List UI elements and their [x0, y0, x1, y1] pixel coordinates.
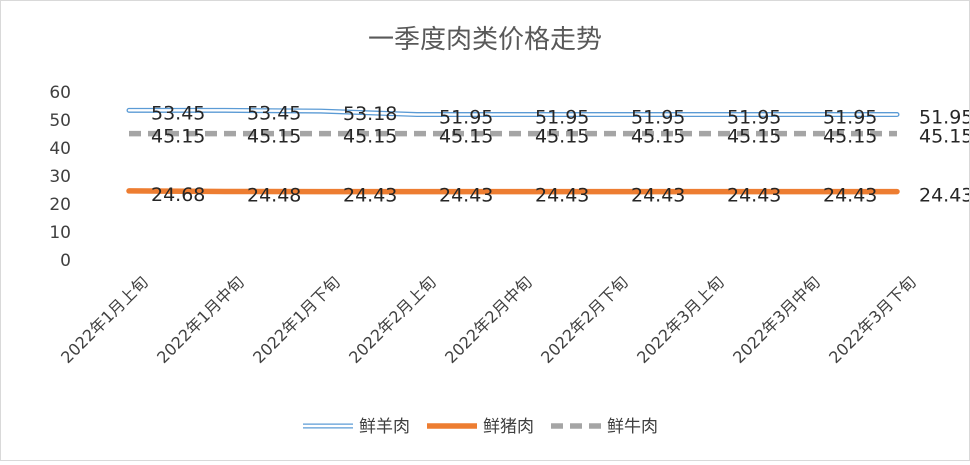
- legend-label: 鲜猪肉: [483, 417, 534, 437]
- data-label: 45.15: [439, 126, 493, 148]
- data-label: 24.43: [823, 185, 877, 207]
- data-label: 51.95: [535, 107, 589, 129]
- y-tick-label: 50: [49, 111, 71, 131]
- series-2: [126, 188, 900, 195]
- x-tick-label: 2022年2月下旬: [537, 272, 632, 367]
- data-label: 53.45: [247, 102, 301, 124]
- data-label: 24.43: [439, 185, 493, 207]
- data-label: 24.43: [727, 185, 781, 207]
- x-tick-label: 2022年3月中旬: [729, 272, 824, 367]
- series-layer: [126, 107, 900, 195]
- x-tick-label: 2022年1月上旬: [57, 272, 152, 367]
- data-label: 53.18: [343, 103, 397, 125]
- data-label: 45.15: [343, 126, 397, 148]
- data-label: 24.43: [343, 185, 397, 207]
- y-tick-label: 10: [49, 223, 71, 243]
- y-axis: 0 10 20 30 40 50 60: [49, 83, 71, 271]
- data-label: 45.15: [823, 126, 877, 148]
- series-line: [126, 188, 900, 195]
- data-label: 24.43: [919, 185, 969, 207]
- data-label: 51.95: [919, 107, 969, 129]
- data-label: 53.45: [151, 102, 205, 124]
- legend-label: 鲜牛肉: [607, 417, 658, 437]
- data-label: 45.15: [919, 126, 969, 148]
- x-tick-label: 2022年3月下旬: [825, 272, 920, 367]
- data-label: 45.15: [535, 126, 589, 148]
- legend-item-3: 鲜牛肉: [551, 417, 658, 437]
- x-tick-label: 2022年3月上旬: [633, 272, 728, 367]
- x-tick-label: 2022年2月上旬: [345, 272, 440, 367]
- series-1: [126, 107, 900, 118]
- data-label: 45.15: [631, 126, 685, 148]
- data-label: 51.95: [823, 107, 877, 129]
- data-label: 51.95: [439, 107, 493, 129]
- y-tick-label: 0: [60, 251, 71, 271]
- data-label: 45.15: [727, 126, 781, 148]
- y-tick-label: 60: [49, 83, 71, 103]
- x-tick-label: 2022年1月下旬: [249, 272, 344, 367]
- data-label: 24.43: [631, 185, 685, 207]
- chart-title: 一季度肉类价格走势: [368, 25, 602, 55]
- legend: 鲜羊肉 鲜猪肉 鲜牛肉: [303, 417, 658, 437]
- data-label: 51.95: [727, 107, 781, 129]
- data-label: 51.95: [631, 107, 685, 129]
- legend-label: 鲜羊肉: [359, 417, 410, 437]
- data-labels: 53.45 53.45 53.18 51.95 51.95 51.95 51.95 51.95…: [151, 102, 970, 207]
- legend-item-1: 鲜羊肉: [303, 417, 410, 437]
- data-label: 24.68: [151, 184, 205, 206]
- x-axis: 2022年1月上旬 2022年1月中旬 2022年1月下旬 2022年2月上旬 2022…: [57, 272, 920, 367]
- data-label: 24.48: [247, 184, 301, 206]
- y-tick-label: 20: [49, 195, 71, 215]
- legend-item-2: 鲜猪肉: [427, 417, 534, 437]
- y-tick-label: 40: [49, 139, 71, 159]
- series-line-inner: [127, 109, 899, 116]
- x-tick-label: 2022年1月中旬: [153, 272, 248, 367]
- x-tick-label: 2022年2月中旬: [441, 272, 536, 367]
- data-label: 45.15: [247, 126, 301, 148]
- data-label: 24.43: [535, 185, 589, 207]
- y-tick-label: 30: [49, 167, 71, 187]
- data-label: 45.15: [151, 126, 205, 148]
